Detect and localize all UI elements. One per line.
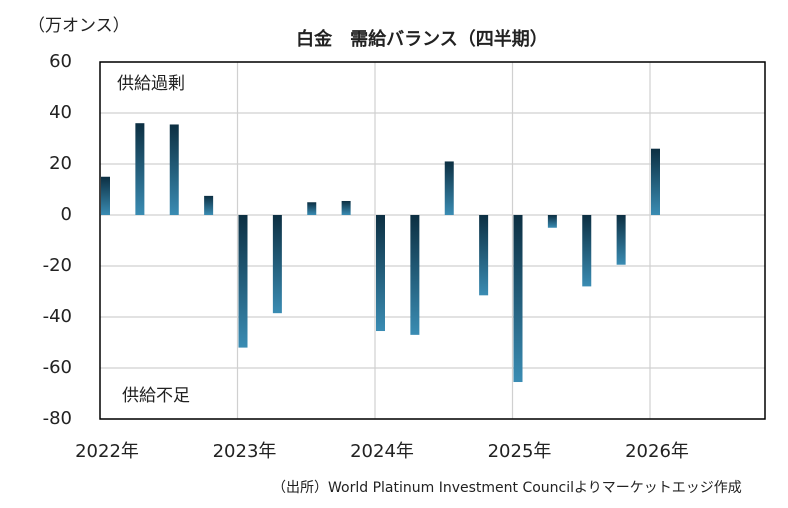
bar xyxy=(547,215,557,228)
bar xyxy=(307,202,317,215)
bar xyxy=(135,123,145,215)
bar xyxy=(651,148,660,215)
y-tick-label: 20 xyxy=(49,153,72,174)
source: （出所）World Platinum Investment Councilよりマ… xyxy=(272,480,742,496)
y-tick-label: -80 xyxy=(43,408,72,429)
unit-label: （万オンス） xyxy=(28,16,130,36)
bar xyxy=(238,215,248,348)
bar xyxy=(410,215,420,335)
bar xyxy=(479,215,489,296)
chart-title: 白金 需給バランス（四半期） xyxy=(296,28,548,50)
y-tick-label: 40 xyxy=(49,102,72,123)
x-tick-label: 2023年 xyxy=(213,441,277,462)
y-tick-label: 60 xyxy=(49,51,72,72)
bar xyxy=(444,161,454,215)
y-tick-label: 0 xyxy=(61,204,72,225)
bar xyxy=(341,200,351,215)
y-tick-label: -20 xyxy=(43,255,72,276)
bar xyxy=(376,215,385,332)
bar xyxy=(101,176,110,215)
bar xyxy=(169,124,179,215)
bar xyxy=(582,215,592,287)
y-tick-label: -40 xyxy=(43,306,72,327)
x-tick-label: 2024年 xyxy=(350,441,414,462)
x-tick-label: 2022年 xyxy=(75,441,139,462)
plot-border xyxy=(99,61,766,420)
bar xyxy=(272,215,282,314)
y-tick-label: -60 xyxy=(43,357,72,378)
bar xyxy=(616,215,626,265)
bar xyxy=(513,215,523,383)
annotation: 供給不足 xyxy=(122,386,190,406)
annotation: 供給過剰 xyxy=(117,74,185,94)
bar xyxy=(204,195,214,215)
x-tick-label: 2026年 xyxy=(625,441,689,462)
x-tick-label: 2025年 xyxy=(488,441,552,462)
